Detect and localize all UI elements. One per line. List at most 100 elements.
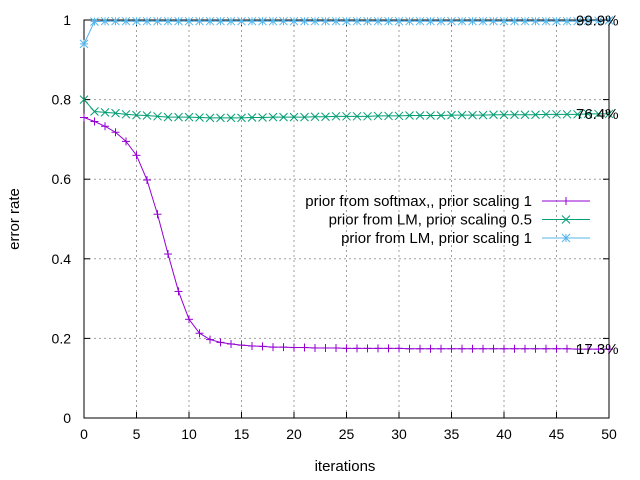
data-point bbox=[584, 345, 592, 354]
data-point bbox=[269, 343, 277, 352]
data-point bbox=[384, 111, 393, 121]
data-point bbox=[247, 113, 257, 122]
data-point bbox=[100, 16, 110, 26]
data-point bbox=[248, 341, 256, 350]
data-point bbox=[258, 16, 267, 26]
data-point bbox=[321, 16, 330, 26]
data-point bbox=[310, 112, 320, 122]
data-point bbox=[395, 344, 403, 353]
x-tick-label: 5 bbox=[133, 426, 141, 442]
data-point bbox=[605, 345, 613, 354]
data-point bbox=[437, 344, 445, 353]
x-tick-label: 20 bbox=[286, 426, 302, 442]
x-tick-label: 15 bbox=[234, 426, 250, 442]
data-point bbox=[573, 109, 582, 119]
data-point bbox=[153, 16, 162, 26]
y-axis-title: error rate bbox=[6, 188, 23, 250]
data-point bbox=[153, 210, 162, 219]
data-point bbox=[90, 107, 99, 116]
data-point bbox=[520, 16, 530, 26]
data-point bbox=[122, 137, 130, 146]
data-point bbox=[342, 16, 351, 26]
data-point bbox=[311, 343, 319, 352]
data-point bbox=[289, 16, 299, 26]
x-tick-label: 35 bbox=[444, 426, 460, 442]
data-point bbox=[436, 111, 446, 120]
data-point bbox=[153, 111, 162, 121]
x-tick-label: 30 bbox=[391, 426, 407, 442]
data-point bbox=[300, 16, 309, 26]
data-point bbox=[279, 16, 288, 26]
data-point bbox=[237, 16, 246, 26]
data-point bbox=[342, 344, 351, 353]
data-point bbox=[594, 109, 603, 119]
legend: prior from softmax,, prior scaling 1 prio… bbox=[305, 193, 590, 247]
data-point bbox=[562, 109, 572, 119]
data-point bbox=[142, 111, 152, 120]
data-point bbox=[405, 344, 414, 353]
data-point bbox=[458, 344, 466, 353]
data-point bbox=[447, 16, 456, 26]
data-point bbox=[604, 109, 614, 119]
data-point bbox=[184, 112, 194, 122]
data-point bbox=[132, 16, 141, 26]
data-point bbox=[332, 343, 340, 352]
legend-marker bbox=[562, 197, 570, 205]
y-tick-label: 0.4 bbox=[52, 251, 72, 267]
data-point bbox=[174, 16, 183, 26]
data-point bbox=[216, 338, 225, 347]
data-point bbox=[268, 16, 278, 26]
data-point bbox=[531, 16, 540, 26]
data-point bbox=[363, 344, 372, 353]
y-tick-label: 0 bbox=[63, 410, 71, 426]
data-point bbox=[552, 16, 561, 26]
x-tick-label: 45 bbox=[549, 426, 565, 442]
data-point bbox=[583, 109, 593, 119]
data-point bbox=[216, 16, 225, 26]
data-point bbox=[80, 113, 88, 122]
data-point bbox=[447, 344, 456, 353]
data-point bbox=[164, 250, 172, 259]
data-point bbox=[79, 95, 89, 104]
data-point bbox=[405, 16, 414, 26]
legend-entry: prior from softmax,, prior scaling 1 bbox=[305, 193, 590, 210]
legend-label: prior from LM, prior scaling 0.5 bbox=[329, 212, 532, 229]
series-end-label: 99.9% bbox=[576, 12, 619, 29]
data-point bbox=[195, 329, 204, 338]
data-point bbox=[521, 344, 529, 353]
data-point bbox=[478, 110, 488, 120]
x-tick-label: 25 bbox=[339, 426, 355, 442]
data-point bbox=[374, 344, 382, 353]
x-tick-label: 50 bbox=[601, 426, 617, 442]
data-point bbox=[594, 345, 603, 354]
data-point bbox=[489, 344, 498, 353]
data-point bbox=[132, 151, 141, 160]
data-point bbox=[111, 108, 120, 118]
data-point bbox=[416, 344, 424, 353]
x-axis-title: iterations bbox=[315, 458, 376, 475]
y-tick-label: 0.6 bbox=[52, 171, 72, 187]
data-point bbox=[321, 343, 330, 352]
data-point bbox=[520, 110, 530, 120]
series-1 bbox=[79, 95, 614, 123]
data-point bbox=[289, 112, 299, 122]
data-point bbox=[563, 344, 571, 353]
data-point bbox=[331, 16, 341, 26]
data-point bbox=[562, 16, 572, 26]
series-end-label: 17.3% bbox=[576, 341, 619, 358]
data-point bbox=[163, 112, 173, 122]
data-point bbox=[478, 16, 488, 26]
data-point bbox=[163, 16, 173, 26]
data-point bbox=[279, 112, 288, 122]
end-labels: 17.3% 76.4% 99.9% bbox=[576, 12, 619, 358]
data-point bbox=[552, 109, 561, 119]
data-point bbox=[457, 110, 467, 120]
data-point bbox=[195, 16, 204, 26]
data-point bbox=[352, 16, 362, 26]
legend-entry: prior from LM, prior scaling 1 bbox=[341, 230, 590, 247]
data-point bbox=[268, 112, 278, 122]
data-point bbox=[258, 342, 267, 351]
data-point bbox=[290, 343, 298, 352]
data-point bbox=[531, 344, 540, 353]
data-point bbox=[132, 110, 141, 120]
